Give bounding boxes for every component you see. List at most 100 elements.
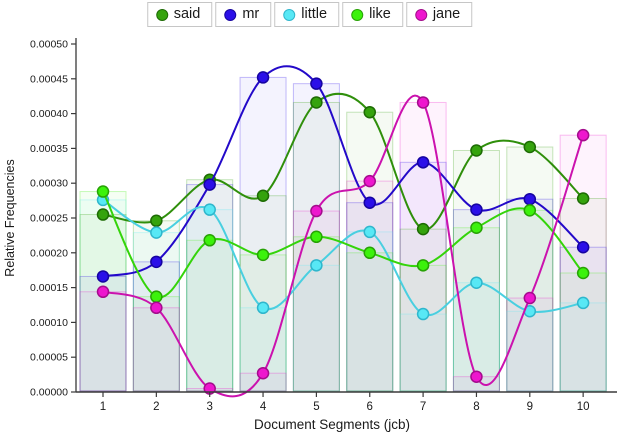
data-point-like-seg7[interactable]: [416, 259, 430, 272]
data-point-little-seg2[interactable]: [150, 226, 163, 239]
data-point-jane-seg10[interactable]: [576, 128, 590, 142]
data-point-said-seg9[interactable]: [523, 140, 537, 154]
x-tick-label: 4: [260, 401, 267, 413]
data-point-like-seg3[interactable]: [203, 234, 216, 247]
legend-label: mr: [242, 6, 260, 23]
x-tick-label: 6: [367, 401, 373, 413]
data-point-mr-seg10[interactable]: [576, 240, 590, 254]
background-bar-jane: [346, 180, 394, 392]
background-bar-said: [506, 146, 554, 392]
y-tick-label: 0.00025: [30, 213, 68, 225]
x-tick-label: 9: [527, 401, 533, 413]
background-bar-like: [399, 264, 447, 392]
data-point-mr-seg6[interactable]: [363, 196, 376, 209]
data-point-little-seg10[interactable]: [576, 296, 590, 310]
data-point-jane-seg1[interactable]: [96, 285, 110, 299]
background-bar-mr: [132, 261, 180, 392]
x-tick-label: 10: [577, 401, 590, 413]
background-bar-like: [559, 272, 607, 392]
series-line-mr: [102, 65, 584, 278]
data-point-little-seg3[interactable]: [203, 203, 216, 216]
data-point-said-seg6[interactable]: [363, 105, 376, 119]
data-point-said-seg10[interactable]: [576, 192, 590, 205]
data-point-jane-seg5[interactable]: [310, 204, 323, 218]
data-point-like-seg9[interactable]: [523, 204, 537, 217]
data-point-said-seg5[interactable]: [310, 96, 323, 109]
background-bar-mr: [399, 161, 447, 392]
series-line-said: [102, 92, 584, 231]
background-bar-little: [506, 310, 554, 392]
background-bar-said: [239, 195, 287, 392]
data-point-little-seg6[interactable]: [363, 225, 376, 239]
data-point-little-seg8[interactable]: [470, 276, 483, 289]
data-point-jane-seg6[interactable]: [363, 174, 376, 188]
data-point-said-seg8[interactable]: [470, 144, 483, 157]
data-point-mr-seg3[interactable]: [203, 178, 216, 191]
x-tick-label: 3: [206, 401, 212, 413]
data-point-little-seg7[interactable]: [416, 307, 430, 321]
data-point-like-seg4[interactable]: [256, 248, 270, 262]
y-tick-label: 0.00015: [30, 282, 68, 294]
legend-dot-jane: [414, 8, 427, 21]
y-axis-title: Relative Frequencies: [3, 159, 17, 276]
legend-item-said[interactable]: said: [146, 2, 213, 27]
data-point-jane-seg9[interactable]: [523, 291, 537, 305]
background-bar-jane: [132, 307, 180, 392]
data-point-mr-seg8[interactable]: [470, 203, 483, 216]
x-tick-label: 1: [100, 401, 106, 413]
background-bar-like: [186, 239, 234, 392]
y-tick-label: 0.00040: [30, 108, 68, 120]
background-bar-mr: [186, 184, 234, 392]
legend-dot-mr: [224, 8, 237, 21]
series-line-little: [102, 199, 584, 317]
data-point-little-seg5[interactable]: [310, 259, 323, 272]
background-bar-mr: [239, 76, 287, 392]
y-tick-label: 0.00045: [30, 73, 68, 85]
x-tick-label: 7: [420, 401, 426, 413]
x-tick-label: 2: [153, 401, 159, 413]
background-bar-little: [292, 264, 340, 392]
data-point-like-seg1[interactable]: [96, 185, 110, 198]
legend-item-mr[interactable]: mr: [215, 2, 272, 27]
data-point-said-seg7[interactable]: [416, 222, 430, 236]
legend-item-little[interactable]: little: [274, 2, 340, 27]
data-point-little-seg4[interactable]: [256, 301, 270, 315]
legend-dot-like: [351, 8, 364, 21]
data-point-like-seg10[interactable]: [576, 266, 590, 280]
legend-label: jane: [432, 6, 461, 23]
data-point-mr-seg9[interactable]: [523, 192, 537, 206]
data-point-mr-seg5[interactable]: [310, 77, 323, 90]
data-point-said-seg4[interactable]: [256, 189, 270, 202]
data-point-mr-seg4[interactable]: [256, 71, 270, 84]
legend-item-jane[interactable]: jane: [405, 2, 473, 27]
data-point-jane-seg8[interactable]: [470, 370, 483, 383]
x-tick-label: 5: [313, 401, 319, 413]
data-point-mr-seg7[interactable]: [416, 156, 430, 169]
data-point-said-seg2[interactable]: [150, 214, 163, 228]
data-point-said-seg1[interactable]: [96, 208, 110, 221]
data-point-mr-seg1[interactable]: [96, 270, 110, 283]
data-point-like-seg5[interactable]: [310, 230, 323, 244]
data-point-jane-seg4[interactable]: [256, 366, 270, 380]
data-point-mr-seg2[interactable]: [150, 255, 163, 269]
legend: said mr little like jane: [146, 2, 473, 27]
y-tick-label: 0.00000: [30, 387, 68, 399]
background-bar-said: [292, 101, 340, 392]
data-point-like-seg2[interactable]: [150, 290, 163, 303]
data-point-jane-seg2[interactable]: [150, 301, 163, 315]
y-tick-label: 0.00035: [30, 143, 68, 155]
data-point-jane-seg7[interactable]: [416, 96, 430, 109]
y-tick-label: 0.00010: [30, 317, 68, 329]
y-tick-label: 0.00020: [30, 247, 68, 259]
y-tick-label: 0.00005: [30, 352, 68, 364]
background-bar-jane: [399, 101, 447, 392]
legend-dot-said: [155, 8, 168, 21]
background-bar-little: [559, 302, 607, 392]
series-line-like: [102, 191, 584, 299]
background-bar-jane: [559, 134, 607, 392]
data-point-like-seg6[interactable]: [363, 246, 376, 260]
data-point-like-seg8[interactable]: [470, 221, 483, 234]
legend-item-like[interactable]: like: [342, 2, 403, 27]
